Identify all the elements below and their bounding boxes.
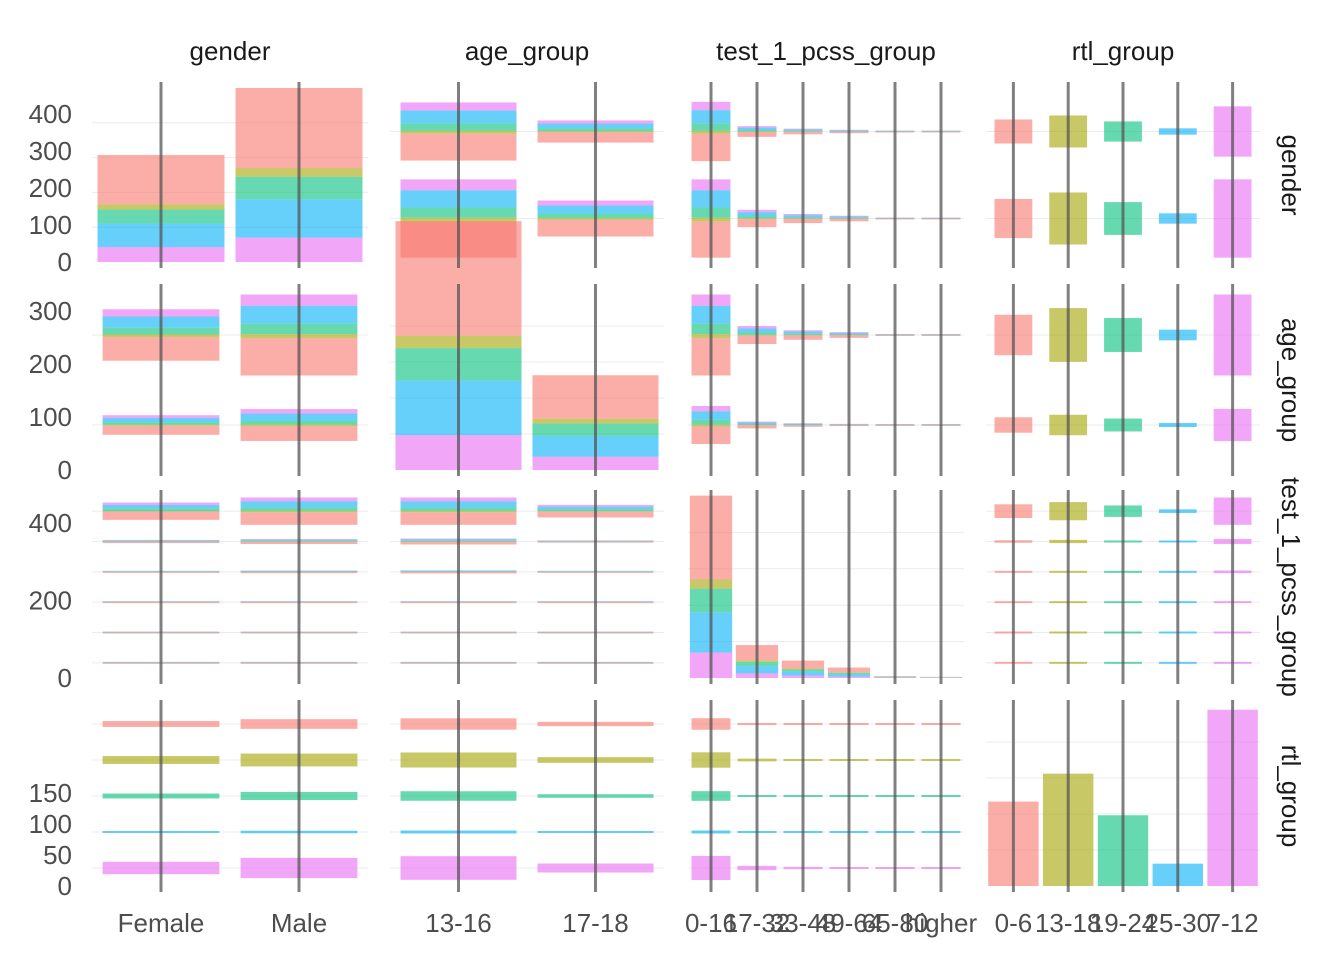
y-tick-label: 300 (29, 296, 72, 326)
y-tick-label: 50 (43, 840, 72, 870)
x-tick-label: 13-18 (1035, 908, 1102, 938)
row-strip-label: age_group (1276, 318, 1306, 442)
column-strip-label: test_1_pcss_group (716, 36, 936, 66)
y-tick-label: 100 (29, 809, 72, 839)
labels: gender age_group test_1_pcss_group rtl_grou… (29, 36, 1306, 938)
y-tick-label: 200 (29, 173, 72, 203)
x-tick-label: 17-32 (724, 908, 791, 938)
x-tick-label: 0-16 (685, 908, 737, 938)
x-tick-label: 0-6 (995, 908, 1033, 938)
x-tick-label: higher (905, 908, 978, 938)
x-tick-label: 65-80 (862, 908, 929, 938)
x-tick-label: 33-48 (770, 908, 837, 938)
y-tick-label: 400 (29, 508, 72, 538)
x-tick-label: 17-18 (562, 908, 629, 938)
level-lines (159, 82, 1235, 892)
y-tick-label: 0 (58, 247, 72, 277)
y-tick-label: 150 (29, 778, 72, 808)
y-tick-label: 100 (29, 210, 72, 240)
y-tick-label: 0 (58, 663, 72, 693)
x-tick-label: 7-12 (1207, 908, 1259, 938)
x-tick-label: 19-24 (1090, 908, 1157, 938)
y-tick-label: 0 (58, 871, 72, 901)
column-strip-label: rtl_group (1072, 36, 1175, 66)
row-strip-label: test_1_pcss_group (1276, 477, 1306, 697)
y-tick-label: 300 (29, 136, 72, 166)
bars (97, 88, 1258, 886)
x-tick-label: 49-64 (816, 908, 883, 938)
x-tick-label: Male (271, 908, 327, 938)
column-strip-label: gender (190, 36, 271, 66)
y-tick-label: 0 (58, 455, 72, 485)
x-tick-label: 25-30 (1145, 908, 1212, 938)
y-tick-label: 200 (29, 586, 72, 616)
row-strip-label: rtl_group (1276, 745, 1306, 848)
column-strip-label: age_group (465, 36, 589, 66)
y-tick-label: 100 (29, 402, 72, 432)
row-strip-label: gender (1276, 135, 1306, 216)
x-tick-label: Female (118, 908, 205, 938)
y-tick-label: 200 (29, 349, 72, 379)
y-tick-label: 400 (29, 99, 72, 129)
x-tick-label: 13-16 (425, 908, 492, 938)
